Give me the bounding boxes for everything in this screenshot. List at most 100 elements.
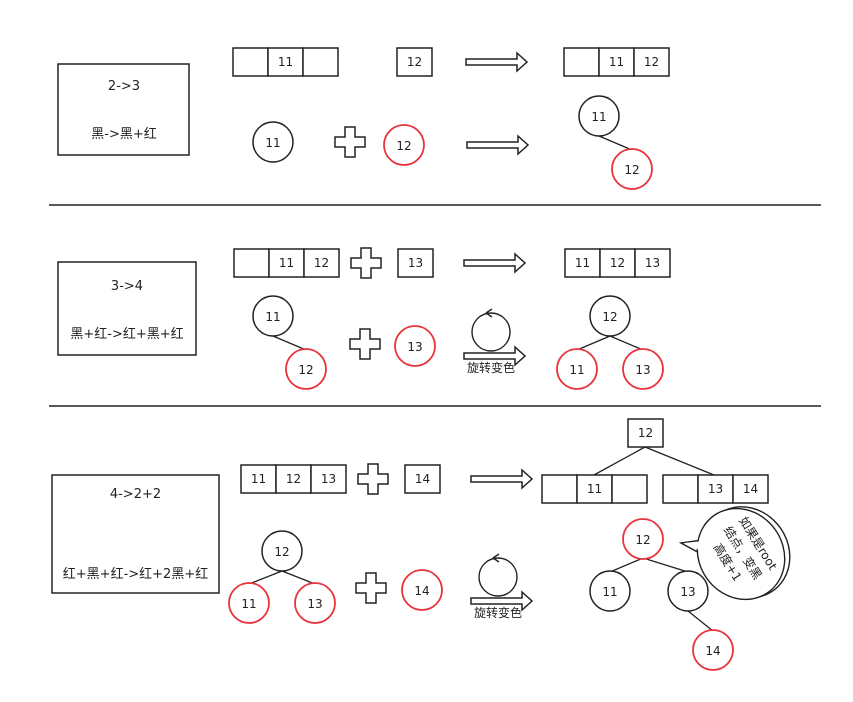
tree-node-red: 13 <box>394 325 436 367</box>
label-box-3: 4->2+2 红+黑+红->红+2黑+红 <box>51 474 220 594</box>
tree-edge <box>687 610 714 632</box>
tree-node-black: 11 <box>252 121 294 163</box>
insert-value-box: 12 <box>396 47 433 77</box>
section-2: 3->4 黑+红->红+黑+红 11 12 13 11 12 13 <box>57 247 671 390</box>
tree-node-black: 11 <box>589 570 631 612</box>
tree-node-red: 14 <box>401 569 443 611</box>
array-cell: 13 <box>321 472 336 486</box>
section-subtitle: 黑->黑+红 <box>91 126 156 142</box>
plus-icon <box>349 328 381 360</box>
section-1: 2->3 黑->黑+红 11 12 11 12 11 <box>57 47 670 190</box>
svg-text:13: 13 <box>408 256 423 270</box>
tree-edge <box>576 335 611 351</box>
array-cell: 11 <box>251 472 266 486</box>
callout-bubble: 如果是root 结点，变黑 高度+1 <box>678 506 791 601</box>
insert-value-box: 13 <box>397 248 434 278</box>
array-cell: 12 <box>644 55 659 69</box>
array-before: 11 12 13 <box>240 464 347 494</box>
tree-node-black: 12 <box>261 530 303 572</box>
svg-text:12: 12 <box>396 139 411 153</box>
array-cell: 11 <box>279 256 294 270</box>
svg-text:11: 11 <box>265 136 280 150</box>
tree-node-black: 11 <box>578 95 620 137</box>
right-arrow-icon <box>465 52 528 72</box>
tree-node-black: 11 <box>252 295 294 337</box>
svg-text:11: 11 <box>569 363 584 377</box>
tree-node-red: 13 <box>294 582 336 624</box>
tree-node-black: 13 <box>667 570 709 612</box>
tree-edge <box>644 446 715 476</box>
svg-text:12: 12 <box>602 310 617 324</box>
plus-icon <box>355 572 387 604</box>
tree-node-red: 13 <box>622 348 664 390</box>
plus-icon <box>334 126 366 158</box>
rotate-icon <box>471 308 511 352</box>
array-before: 11 12 <box>233 248 340 278</box>
svg-text:11: 11 <box>265 310 280 324</box>
tree-node-red: 11 <box>556 348 598 390</box>
array-cell: 12 <box>314 256 329 270</box>
svg-text:12: 12 <box>298 363 313 377</box>
tree-node-red: 12 <box>611 148 653 190</box>
array-cell: 11 <box>575 256 590 270</box>
array-cell: 14 <box>743 482 758 496</box>
tree-node-red: 12 <box>383 124 425 166</box>
array-cell: 11 <box>278 55 293 69</box>
plus-icon <box>357 463 389 495</box>
tree-edge <box>609 335 644 351</box>
tree-edge <box>598 135 633 151</box>
svg-text:14: 14 <box>415 472 430 486</box>
svg-text:11: 11 <box>602 585 617 599</box>
tree-edge <box>609 557 644 573</box>
array-cell: 11 <box>587 482 602 496</box>
svg-text:13: 13 <box>680 585 695 599</box>
svg-text:14: 14 <box>705 644 720 658</box>
result-left-array: 11 <box>541 474 648 504</box>
tree-edge <box>248 570 283 585</box>
tree-edge <box>642 557 689 573</box>
section-subtitle: 黑+红->红+黑+红 <box>70 326 183 342</box>
insert-value-box: 14 <box>404 464 441 494</box>
svg-text:12: 12 <box>624 163 639 177</box>
tree-node-black: 12 <box>589 295 631 337</box>
rotate-label: 旋转变色 <box>467 360 515 375</box>
array-cell: 13 <box>645 256 660 270</box>
tree-edge <box>593 446 646 476</box>
section-3: 4->2+2 红+黑+红->红+2黑+红 11 12 13 14 12 <box>51 418 791 671</box>
tree-node-red: 14 <box>692 629 734 671</box>
tree-edge <box>281 570 316 585</box>
array-cell: 12 <box>286 472 301 486</box>
section-title: 3->4 <box>111 279 143 294</box>
svg-text:12: 12 <box>638 426 653 440</box>
label-box-1: 2->3 黑->黑+红 <box>57 63 190 156</box>
section-title: 2->3 <box>108 79 140 94</box>
tree-node-red: 12 <box>622 518 664 560</box>
rotate-icon <box>478 553 518 597</box>
array-cell: 12 <box>610 256 625 270</box>
array-after: 11 12 13 <box>564 248 671 278</box>
svg-text:13: 13 <box>635 363 650 377</box>
svg-text:11: 11 <box>241 597 256 611</box>
svg-text:14: 14 <box>414 584 429 598</box>
top-key-box: 12 <box>627 418 664 448</box>
right-arrow-icon <box>463 253 526 273</box>
svg-text:12: 12 <box>635 533 650 547</box>
array-cell: 11 <box>609 55 624 69</box>
section-title: 4->2+2 <box>110 487 161 502</box>
right-arrow-icon <box>470 469 533 489</box>
svg-text:12: 12 <box>407 55 422 69</box>
svg-text:11: 11 <box>591 110 606 124</box>
svg-text:12: 12 <box>274 545 289 559</box>
tree-edge <box>272 335 307 351</box>
section-subtitle: 红+黑+红->红+2黑+红 <box>63 566 208 582</box>
array-before: 11 <box>232 47 339 77</box>
right-arrow-icon <box>466 135 529 155</box>
tree-node-red: 11 <box>228 582 270 624</box>
rotate-label: 旋转变色 <box>474 605 522 620</box>
array-after: 11 12 <box>563 47 670 77</box>
label-box-2: 3->4 黑+红->红+黑+红 <box>57 261 197 356</box>
array-cell: 13 <box>708 482 723 496</box>
svg-text:13: 13 <box>307 597 322 611</box>
result-right-array: 13 14 <box>662 474 769 504</box>
